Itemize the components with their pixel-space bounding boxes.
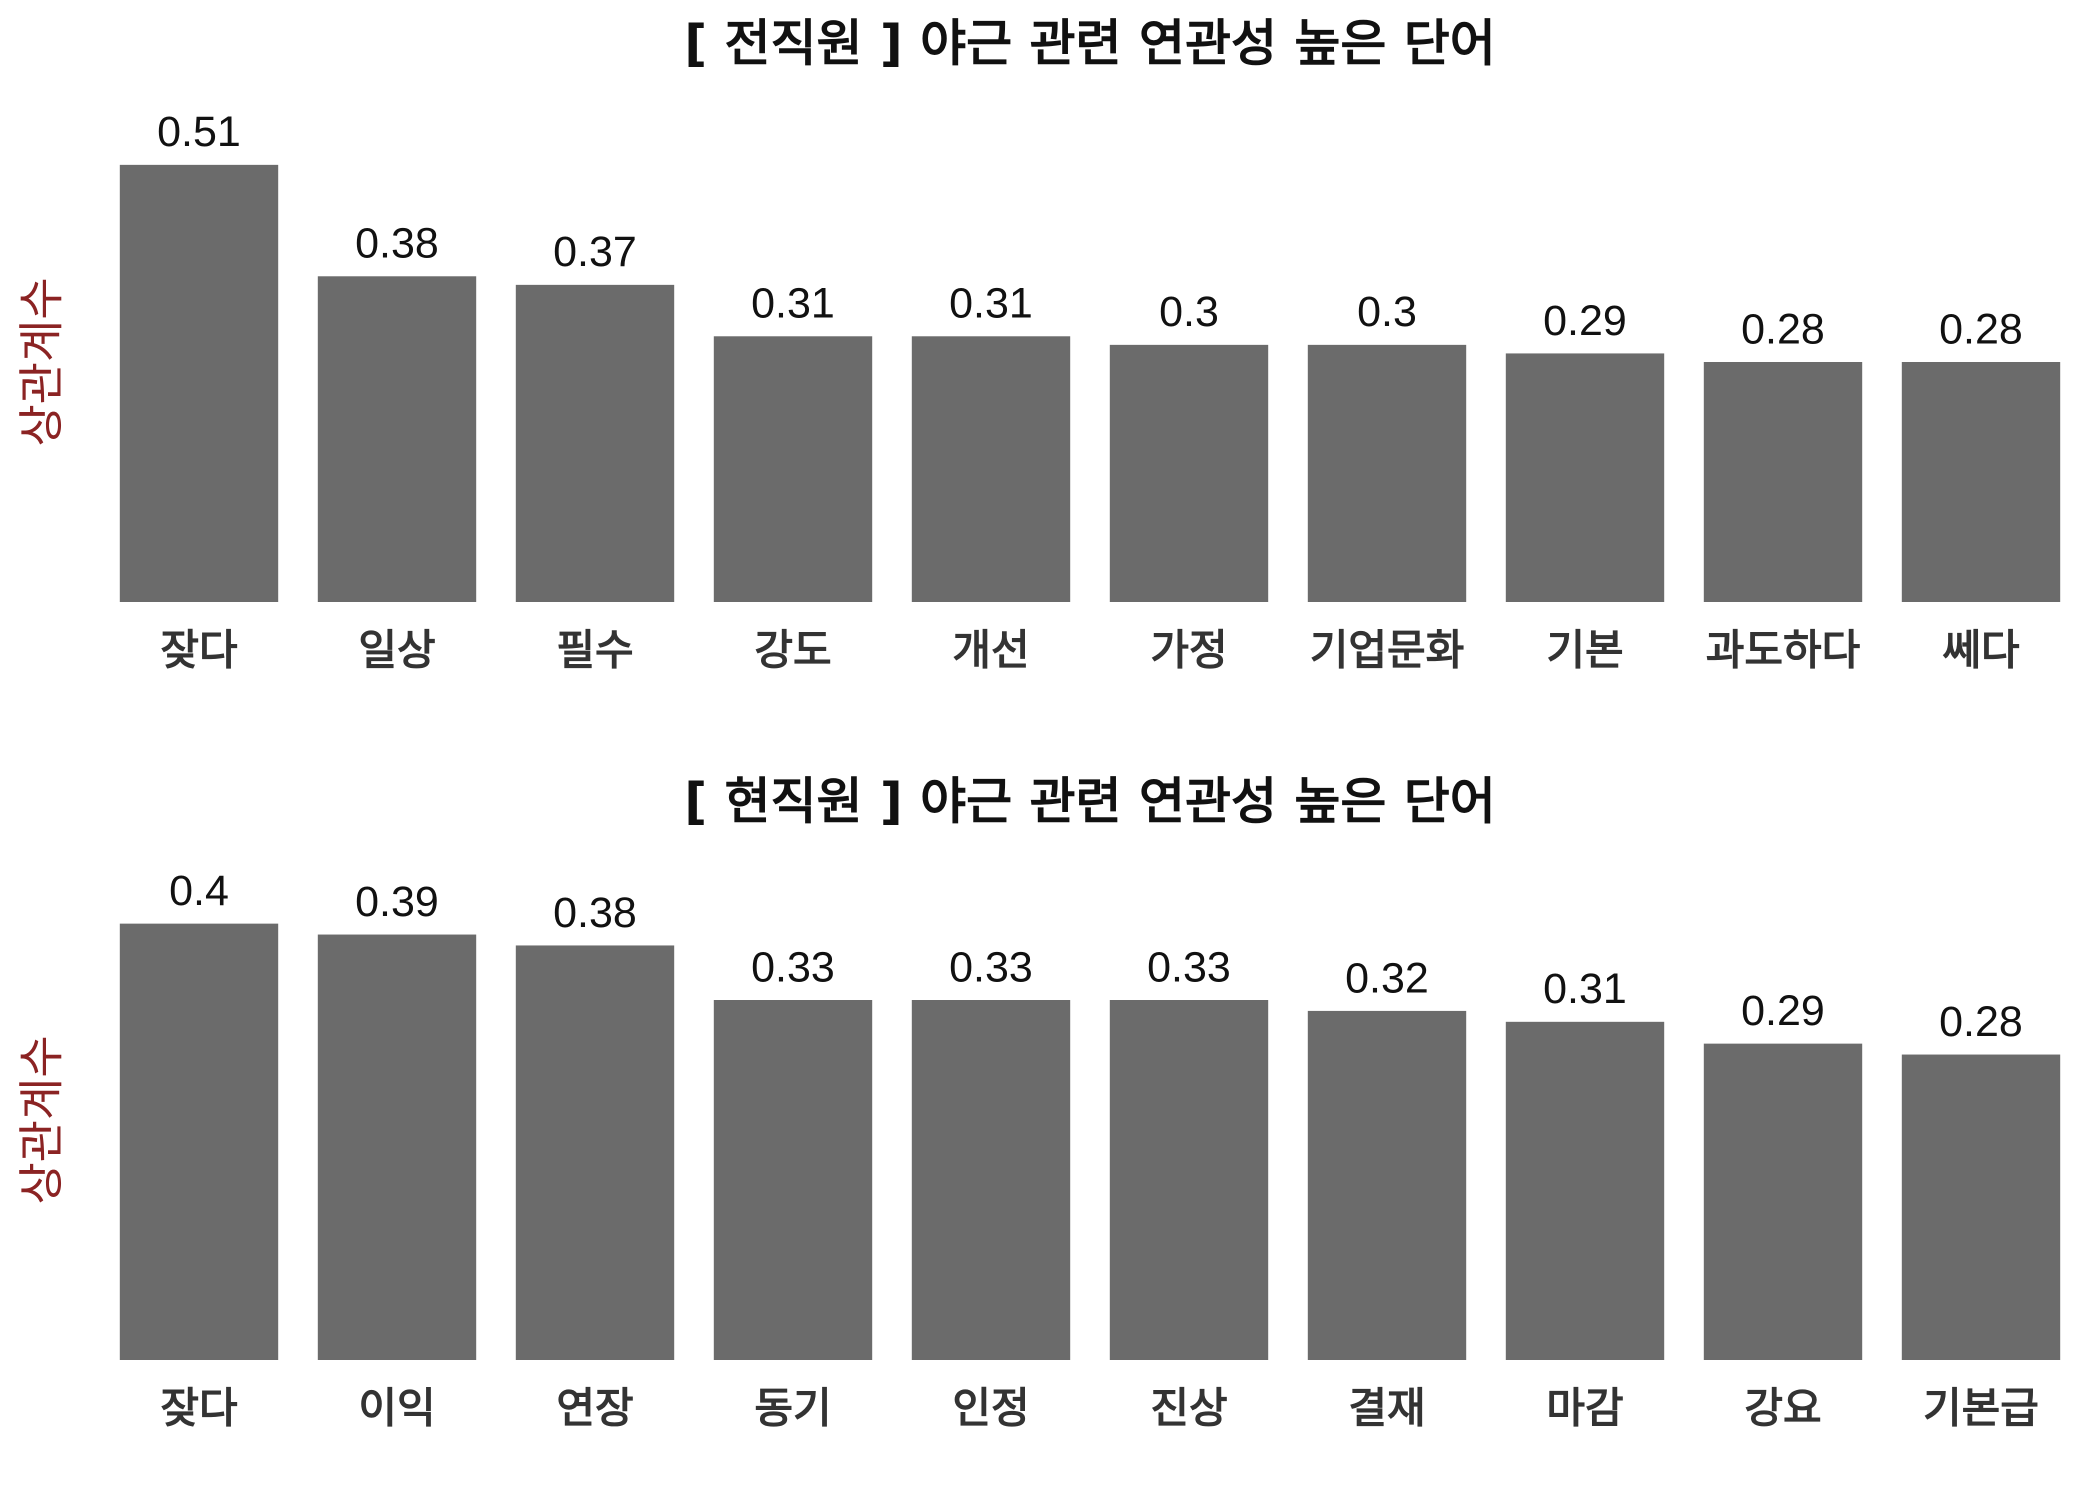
x-tick-label: 가정: [1150, 626, 1227, 675]
bar: [1307, 344, 1467, 602]
bar: [1109, 344, 1269, 602]
x-tick-label: 연장: [556, 1384, 633, 1433]
value-label: 0.33: [949, 943, 1033, 991]
value-label: 0.28: [1939, 998, 2023, 1046]
value-label: 0.51: [157, 108, 241, 156]
value-label: 0.4: [169, 867, 229, 915]
x-tick-label: 강요: [1744, 1384, 1821, 1433]
value-label: 0.38: [553, 889, 637, 937]
bar: [1901, 362, 2061, 602]
y-axis-label: 상관계수: [15, 1035, 69, 1204]
value-label: 0.31: [751, 280, 835, 328]
x-tick-label: 개선: [952, 626, 1029, 675]
x-tick-label: 기본급: [1923, 1384, 2039, 1433]
x-tick-label: 기업문화: [1310, 626, 1465, 675]
chart-title: [ 현직원 ] 야근 관련 연관성 높은 단어: [684, 773, 1496, 831]
x-tick-label: 필수: [556, 626, 633, 675]
value-label: 0.31: [949, 280, 1033, 328]
value-label: 0.29: [1741, 987, 1825, 1035]
bar: [119, 923, 279, 1360]
x-tick-label: 이익: [358, 1384, 435, 1433]
x-tick-label: 잦다: [160, 626, 238, 675]
bar: [317, 934, 477, 1360]
bar: [317, 276, 477, 602]
x-tick-label: 강도: [754, 626, 831, 675]
value-label: 0.3: [1357, 288, 1417, 336]
bar: [119, 164, 279, 602]
value-label: 0.33: [1147, 943, 1231, 991]
chart-title: [ 전직원 ] 야근 관련 연관성 높은 단어: [684, 15, 1496, 73]
bar: [1703, 362, 1863, 602]
x-tick-label: 동기: [754, 1384, 831, 1433]
x-tick-label: 잦다: [160, 1384, 238, 1433]
bar: [713, 336, 873, 602]
value-label: 0.38: [355, 220, 439, 268]
bar: [911, 336, 1071, 602]
value-label: 0.33: [751, 943, 835, 991]
bar: [515, 284, 675, 602]
value-label: 0.31: [1543, 965, 1627, 1013]
value-label: 0.3: [1159, 288, 1219, 336]
bar: [1703, 1043, 1863, 1360]
bar: [515, 945, 675, 1360]
bar: [1109, 1000, 1269, 1360]
bar: [1307, 1010, 1467, 1360]
x-tick-label: 쎄다: [1942, 626, 2020, 675]
bar: [1505, 353, 1665, 602]
x-tick-label: 마감: [1546, 1384, 1623, 1433]
x-tick-label: 진상: [1150, 1384, 1227, 1433]
value-label: 0.39: [355, 878, 439, 926]
x-tick-label: 일상: [358, 626, 435, 675]
bar: [1901, 1054, 2061, 1360]
y-axis-label: 상관계수: [15, 277, 69, 446]
value-label: 0.28: [1939, 305, 2023, 353]
x-tick-label: 인정: [952, 1384, 1029, 1433]
value-label: 0.37: [553, 228, 637, 276]
bar: [713, 1000, 873, 1360]
value-label: 0.29: [1543, 297, 1627, 345]
x-tick-label: 결재: [1348, 1384, 1425, 1433]
value-label: 0.28: [1741, 305, 1825, 353]
bar: [911, 1000, 1071, 1360]
bar: [1505, 1021, 1665, 1360]
x-tick-label: 기본: [1546, 626, 1623, 675]
value-label: 0.32: [1345, 954, 1429, 1002]
x-tick-label: 과도하다: [1706, 626, 1861, 675]
